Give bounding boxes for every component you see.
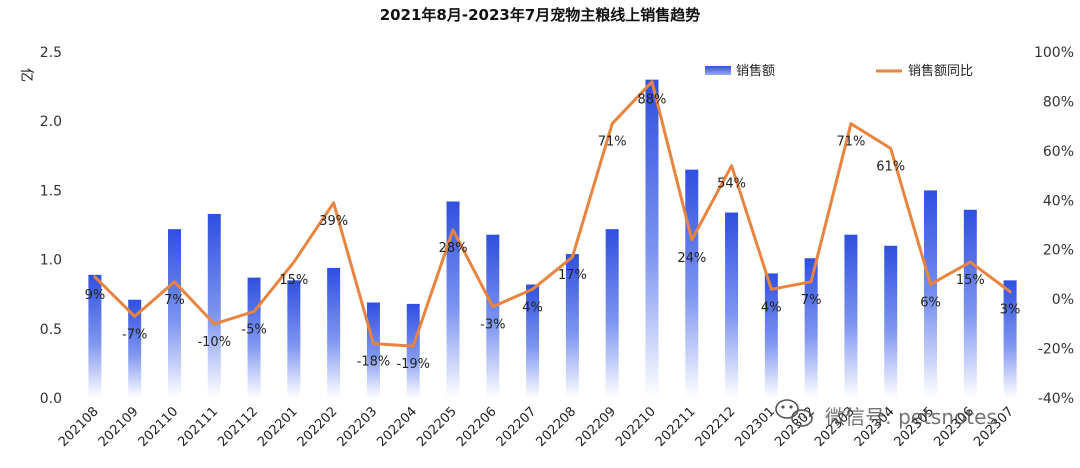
line-data-label: 61%: [876, 159, 905, 174]
chart-title: 2021年8月-2023年7月宠物主粮线上销售趋势: [380, 6, 701, 24]
line-data-label: 15%: [279, 273, 308, 288]
watermark-text: 微信号: petsnotes: [825, 405, 997, 429]
line-data-label: -18%: [357, 355, 391, 370]
bar: [446, 201, 460, 398]
x-tick-label: 202203: [335, 404, 381, 450]
y-right-tick-label: 60%: [1043, 144, 1074, 160]
bar: [128, 299, 142, 398]
bar: [88, 274, 102, 398]
line-data-label: -3%: [480, 318, 505, 333]
bar: [725, 212, 739, 398]
bar: [924, 190, 938, 398]
line-data-label: 4%: [761, 300, 782, 315]
x-tick-label: 202111: [175, 404, 221, 450]
line-data-label: -19%: [396, 357, 430, 372]
yoy-line: [93, 80, 1012, 348]
x-tick-label: 202205: [414, 404, 460, 450]
bar: [685, 169, 699, 398]
x-tick-label: 202207: [494, 404, 540, 450]
line-data-label: 39%: [319, 214, 348, 229]
line-data-label: 6%: [920, 295, 941, 310]
y-right-tick-label: 40%: [1043, 193, 1074, 209]
bar: [605, 229, 619, 398]
y-right-tick-label: -20%: [1038, 342, 1074, 358]
bar: [486, 234, 500, 398]
line-data-label: 7%: [801, 293, 822, 308]
line-data-label: 15%: [956, 273, 985, 288]
bar: [1003, 280, 1017, 398]
x-tick-label: 202206: [454, 404, 500, 450]
line-data-label: 71%: [598, 135, 627, 150]
line-data-label: 17%: [558, 268, 587, 283]
bar: [327, 267, 341, 398]
line-data-label: -10%: [197, 335, 231, 350]
y-left-axis: 0.0 0.5 1.0 1.5 2.0 2.5: [40, 45, 62, 407]
line-data-label: -5%: [241, 323, 266, 338]
line-data-label: 7%: [164, 293, 185, 308]
bar: [565, 254, 579, 398]
y-right-tick-label: 0%: [1052, 292, 1074, 308]
x-tick-label: 202211: [653, 404, 699, 450]
line-data-label: 3%: [1000, 303, 1021, 318]
x-tick-label: 202210: [613, 404, 659, 450]
y-right-tick-label: 20%: [1043, 243, 1074, 259]
bar: [207, 213, 221, 398]
bar: [406, 303, 420, 398]
y-left-tick-label: 0.5: [40, 322, 62, 338]
x-tick-label: 202212: [693, 404, 739, 450]
bar: [804, 258, 818, 398]
legend-bar-label: 销售额: [736, 63, 775, 79]
y-left-unit-label: 亿: [18, 68, 34, 82]
line-series: [93, 80, 1012, 348]
line-data-label: 24%: [677, 251, 706, 266]
y-left-tick-label: 2.0: [40, 114, 62, 130]
x-tick-label: 202112: [215, 404, 261, 450]
bar: [366, 302, 380, 398]
x-tick-label: 202302: [772, 404, 818, 450]
legend-bar-swatch: [705, 66, 731, 75]
bar: [167, 229, 181, 398]
line-data-label: 88%: [638, 93, 667, 108]
y-right-tick-label: -40%: [1038, 391, 1074, 407]
bar: [764, 273, 778, 398]
y-left-tick-label: 1.0: [40, 253, 62, 269]
line-data-label: 71%: [836, 135, 865, 150]
y-right-tick-label: 100%: [1034, 45, 1074, 61]
line-data-label: 9%: [85, 288, 106, 303]
x-tick-label: 202301: [732, 404, 778, 450]
y-right-tick-label: 80%: [1043, 94, 1074, 110]
y-right-axis: -40% -20% 0% 20% 40% 60% 80% 100%: [1034, 45, 1074, 407]
x-tick-label: 202109: [96, 404, 142, 450]
line-data-label: 28%: [439, 241, 468, 256]
x-tick-label: 202208: [534, 404, 580, 450]
bar-series: [88, 79, 1017, 399]
y-left-tick-label: 1.5: [40, 183, 62, 199]
x-tick-label: 202204: [374, 404, 420, 450]
bar: [287, 280, 301, 398]
legend-line-label: 销售额同比: [908, 63, 973, 79]
legend: 销售额 销售额同比: [705, 63, 973, 79]
wechat-icon: [775, 399, 813, 427]
bar: [247, 277, 261, 398]
line-data-label: -7%: [122, 327, 147, 342]
line-data-label: 54%: [717, 177, 746, 192]
bar: [884, 245, 898, 398]
bar: [526, 284, 540, 398]
bar: [645, 79, 659, 399]
line-data-labels: 9% -7% 7% -10% -5% 15% 39% -18% -19% 28% -3% 4% 17% 7…: [85, 93, 1021, 372]
line-data-label: 4%: [522, 300, 543, 315]
watermark: 微信号: petsnotes: [775, 399, 997, 429]
x-tick-label: 202108: [56, 404, 102, 450]
bar: [963, 209, 977, 398]
y-left-tick-label: 2.5: [40, 45, 62, 61]
x-tick-label: 202110: [136, 404, 182, 450]
x-tick-label: 202209: [573, 404, 619, 450]
x-tick-label: 202202: [295, 404, 341, 450]
bar: [844, 234, 858, 398]
y-left-tick-label: 0.0: [40, 391, 62, 407]
x-tick-label: 202201: [255, 404, 301, 450]
